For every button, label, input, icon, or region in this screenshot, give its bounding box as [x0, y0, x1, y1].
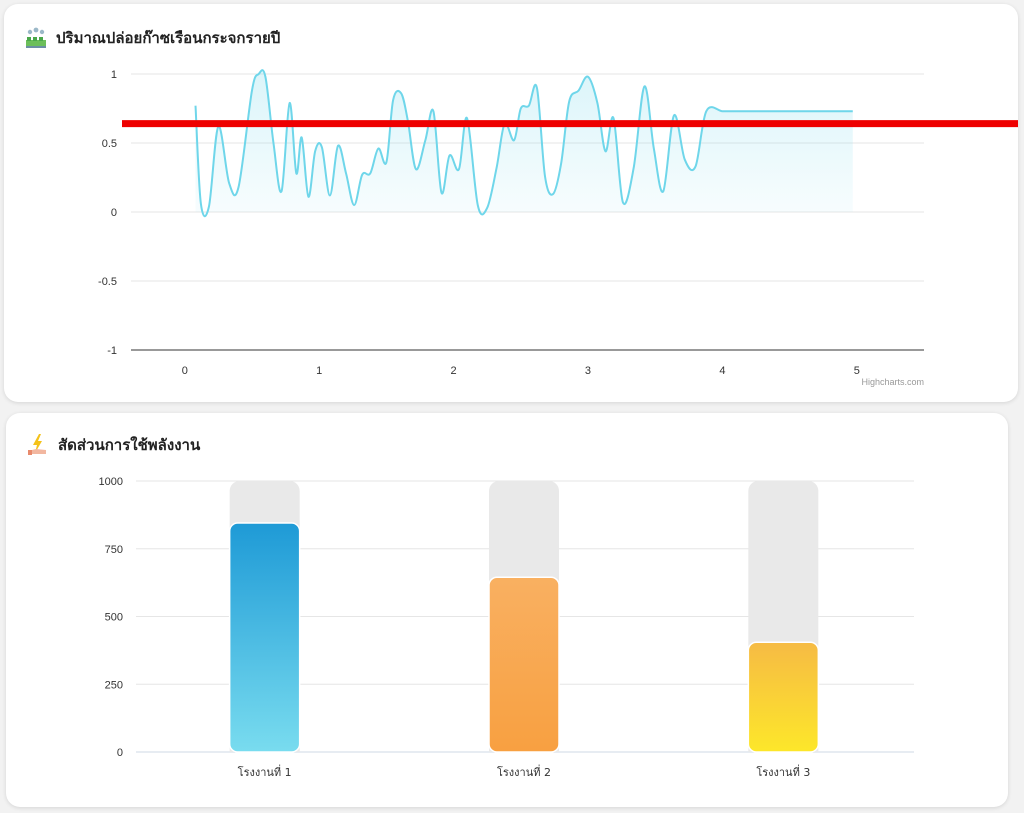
x-tick-label: 3 [585, 365, 591, 377]
x-tick-label: 2 [451, 365, 457, 377]
x-category-label: โรงงานที่ 3 [756, 764, 810, 779]
y-tick-label: 0.5 [102, 138, 117, 150]
y-tick-label: 250 [105, 679, 123, 691]
energy-chart-card: สัดส่วนการใช้พลังงาน 1000 750 500 250 0 โรงง… [6, 413, 1008, 807]
emission-line-chart: 1 0.5 0 -0.5 -1 0 1 2 3 4 5 Highcharts.com [98, 69, 1018, 387]
lightning-hand-icon [26, 433, 50, 457]
bar-value[interactable] [747, 641, 820, 753]
x-tick-label: 0 [182, 365, 188, 377]
y-axis-labels: 1000 750 500 250 0 [99, 476, 123, 759]
emission-card-title: ปริมาณปล่อยก๊าซเรือนกระจกรายปี [56, 29, 281, 47]
x-axis-labels: โรงงานที่ 1 โรงงานที่ 2 โรงงานที่ 3 [238, 764, 811, 779]
y-tick-label: 500 [105, 612, 123, 624]
y-tick-label: -0.5 [98, 276, 117, 288]
emission-card-header: ปริมาณปล่อยก๊าซเรือนกระจกรายปี [24, 26, 280, 50]
y-tick-label: 1 [111, 69, 117, 81]
y-tick-label: 0 [117, 747, 123, 759]
emission-chart-card: ปริมาณปล่อยก๊าซเรือนกระจกรายปี 1 0.5 0 -0.5… [4, 4, 1018, 402]
bar-series [228, 481, 820, 753]
emission-series-line[interactable] [194, 69, 853, 218]
x-tick-label: 4 [719, 365, 725, 377]
bar-value[interactable] [488, 576, 560, 753]
highcharts-credit[interactable]: Highcharts.com [861, 377, 924, 387]
emission-area-fill [195, 70, 853, 217]
y-tick-label: 1000 [99, 476, 123, 488]
x-category-label: โรงงานที่ 2 [497, 764, 551, 779]
bar-value[interactable] [228, 522, 301, 753]
x-category-label: โรงงานที่ 1 [238, 764, 292, 779]
y-tick-label: 750 [105, 544, 123, 556]
x-tick-label: 5 [854, 365, 860, 377]
energy-card-title: สัดส่วนการใช้พลังงาน [58, 436, 201, 454]
y-axis-labels: 1 0.5 0 -0.5 -1 [98, 69, 117, 357]
y-tick-label: 0 [111, 207, 117, 219]
energy-card-header: สัดส่วนการใช้พลังงาน [26, 433, 200, 457]
x-axis-labels: 0 1 2 3 4 5 [182, 365, 860, 377]
x-tick-label: 1 [316, 365, 322, 377]
factory-emission-icon [24, 26, 48, 50]
y-tick-label: -1 [107, 345, 117, 357]
